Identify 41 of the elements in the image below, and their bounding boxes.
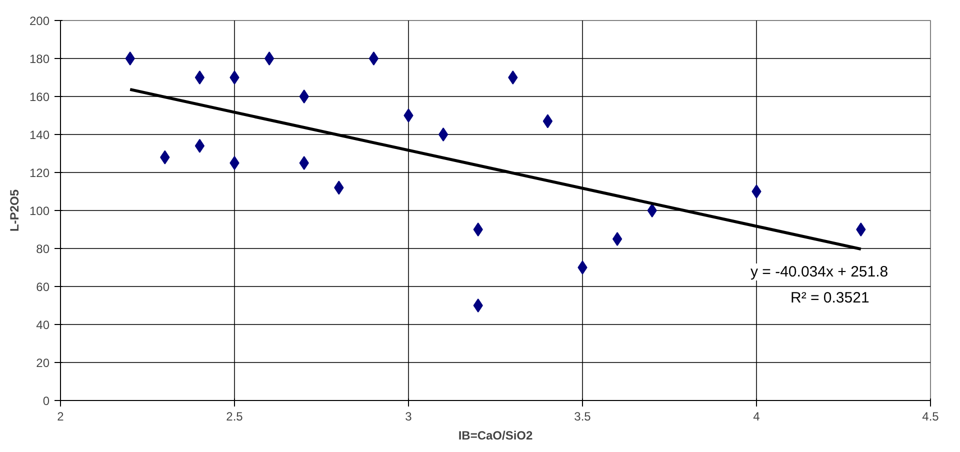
point (542, 114, 553, 128)
y-tick-label: 200 (29, 14, 50, 28)
annotation: R² = 0.3521 (790, 290, 870, 306)
point (647, 204, 657, 218)
x-tick-label: 2 (57, 410, 64, 424)
y-tick-label: 80 (36, 242, 50, 256)
y-tick-label: 40 (36, 318, 50, 332)
point (230, 156, 240, 170)
point (473, 222, 483, 236)
point (194, 138, 205, 153)
y-axis-title: L-P2O5 (7, 189, 22, 232)
x-axis-title: IB=CaO/SiO2 (458, 428, 534, 442)
annotation: y = -40.034x + 251.8 (750, 264, 888, 280)
point (752, 184, 762, 198)
y-tick-label: 100 (29, 204, 50, 218)
point (473, 298, 483, 312)
y-tick-label: 140 (29, 128, 50, 142)
x-tick-label: 2.5 (226, 410, 244, 424)
point (404, 108, 414, 122)
x-tick-label: 4.5 (922, 410, 940, 424)
x-tick-label: 3.5 (574, 410, 592, 424)
x-tick-label: 3 (405, 410, 412, 424)
point (368, 52, 379, 66)
point (612, 232, 622, 246)
point (194, 70, 205, 84)
x-tick-label: 4 (753, 410, 760, 424)
point (578, 260, 588, 274)
point (299, 90, 309, 104)
point (264, 52, 274, 66)
y-tick-label: 60 (36, 280, 50, 294)
point (438, 128, 448, 142)
y-tick-label: 20 (36, 356, 50, 370)
y-tick-label: 120 (29, 166, 50, 180)
point (230, 70, 240, 84)
point (299, 156, 309, 170)
point (125, 52, 135, 66)
point (508, 70, 518, 84)
point (856, 222, 866, 236)
y-tick-label: 160 (29, 90, 50, 104)
y-tick-label: 0 (42, 394, 50, 408)
y-tick-label: 180 (29, 52, 50, 66)
